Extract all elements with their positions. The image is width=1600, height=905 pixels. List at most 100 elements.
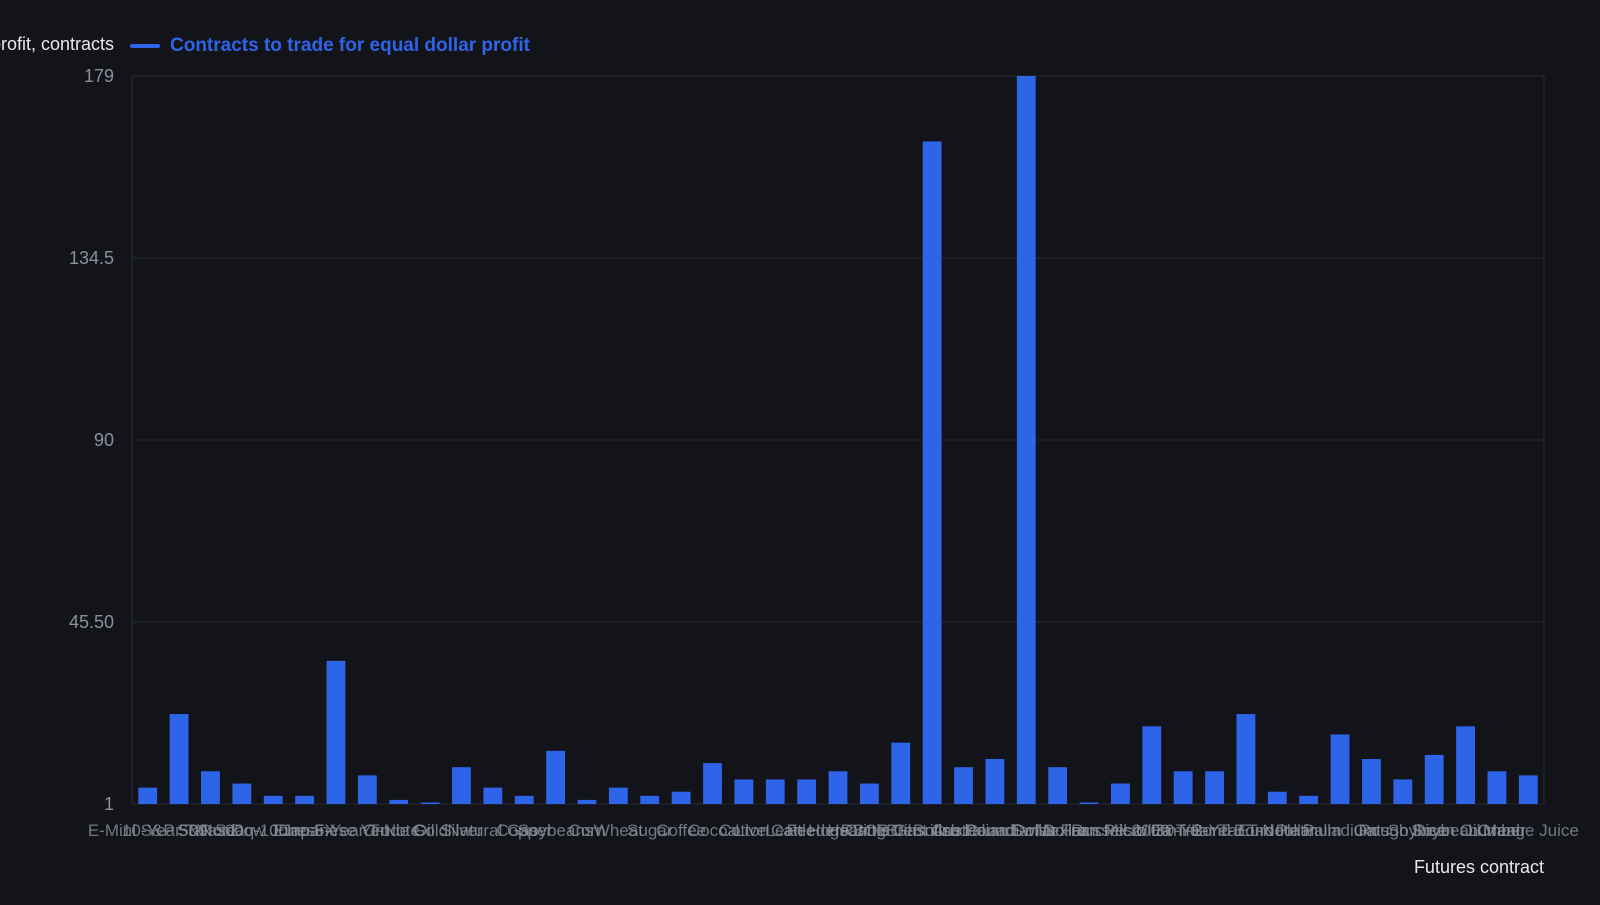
- bar[interactable]: [1110, 783, 1130, 804]
- legend-item[interactable]: Contracts to trade for equal dollar prof…: [130, 34, 530, 58]
- bar[interactable]: [138, 787, 158, 804]
- legend-swatch: [130, 44, 160, 48]
- x-tick-label: S&P 500: [177, 821, 244, 840]
- bar[interactable]: [671, 791, 691, 804]
- x-tick-label: Corn: [569, 821, 606, 840]
- bar[interactable]: [263, 795, 283, 804]
- y-axis-title: Equal dollar profit, contracts: [0, 34, 114, 54]
- y-tick-labels: 1 45.50 90 134.5 179: [69, 66, 114, 814]
- y-tick-label: 134.5: [69, 248, 114, 268]
- bar[interactable]: [1424, 754, 1444, 804]
- y-tick-label: 179: [84, 66, 114, 86]
- bar[interactable]: [1205, 771, 1224, 804]
- bar[interactable]: [514, 795, 534, 804]
- y-tick-label: 1: [104, 794, 114, 814]
- x-tick-label: Nasdaq-100: [196, 821, 289, 840]
- x-tick-label: Platinum: [1276, 821, 1342, 840]
- x-tick-label: Lumber: [1468, 821, 1526, 840]
- x-tick-label: Eurodollar: [1239, 821, 1317, 840]
- x-tick-label: Australian Dollar: [933, 821, 1058, 840]
- legend-label: Contracts to trade for equal dollar prof…: [170, 35, 530, 56]
- bar[interactable]: [1518, 775, 1538, 804]
- x-tick-label: Natural Gas: [447, 821, 538, 840]
- bar[interactable]: [577, 799, 597, 804]
- x-tick-label: Oats: [1353, 821, 1389, 840]
- bar[interactable]: [201, 771, 220, 804]
- x-tick-label: Mexican Peso: [1036, 821, 1143, 840]
- bar[interactable]: [232, 783, 252, 804]
- x-tick-label: Sugar: [627, 821, 673, 840]
- y-tick-label: 90: [94, 430, 114, 450]
- bar[interactable]: [389, 799, 409, 804]
- x-tick-label: Live Cattle: [735, 821, 815, 840]
- bar[interactable]: [1236, 714, 1256, 804]
- x-tick-label: 30-Year T-Bond: [1155, 821, 1273, 840]
- bar[interactable]: [1267, 791, 1287, 804]
- bar[interactable]: [326, 660, 346, 804]
- x-tick-label: Heating Oil: [827, 821, 911, 840]
- bar[interactable]: [1299, 795, 1319, 804]
- x-tick-label: 10-Year T-Note: [122, 821, 236, 840]
- x-tick-label: Japanese Yen: [283, 821, 390, 840]
- y-axis-title-clip: Equal dollar profit, contracts: [0, 30, 114, 58]
- x-tick-label: Swiss Franc: [1011, 821, 1104, 840]
- x-tick-label: Silver: [440, 821, 483, 840]
- x-tick-label: Wheat: [594, 821, 643, 840]
- x-tick-label: Gold: [412, 821, 448, 840]
- x-tick-label: Crude Oil: [363, 821, 435, 840]
- x-tick-label: Dow Jones: [231, 821, 315, 840]
- bar[interactable]: [295, 795, 314, 804]
- bar[interactable]: [1048, 767, 1068, 804]
- x-tick-label: Lean Hogs: [766, 821, 848, 840]
- bar[interactable]: [640, 795, 660, 804]
- x-tick-label: RBOB Gasoline: [841, 821, 961, 840]
- bar[interactable]: [922, 141, 942, 804]
- x-tick-label: E-Mini S&P 500: [88, 821, 208, 840]
- x-tick-label: 5-Year T-Note: [315, 821, 420, 840]
- bar[interactable]: [1173, 771, 1193, 804]
- bar[interactable]: [828, 771, 848, 804]
- x-tick-label: 2-Year T-Note: [1193, 821, 1298, 840]
- x-tick-label: Canadian Dollar: [965, 821, 1087, 840]
- x-tick-label: Soybean Oil: [1388, 821, 1481, 840]
- bar[interactable]: [357, 775, 377, 804]
- x-tick-label: Euro FX: [273, 821, 335, 840]
- bar[interactable]: [483, 787, 503, 804]
- y-tick-label: 45.50: [69, 612, 114, 632]
- x-tick-label: Soybeans: [518, 821, 594, 840]
- bar[interactable]: [1362, 759, 1381, 804]
- x-tick-label: Palladium: [1303, 821, 1378, 840]
- x-tick-label: Russell 2000: [1071, 821, 1169, 840]
- bar[interactable]: [1079, 802, 1099, 805]
- bar[interactable]: [1330, 734, 1350, 804]
- bars: [138, 76, 1538, 805]
- x-tick-label: Ultra T-Bond: [1136, 821, 1231, 840]
- x-tick-label: British Pound: [913, 821, 1014, 840]
- bar[interactable]: [954, 767, 973, 804]
- bar[interactable]: [1016, 76, 1036, 804]
- x-tick-label: Cocoa: [688, 821, 738, 840]
- bar[interactable]: [703, 763, 722, 804]
- x-tick-label: Micro E-mini: [1105, 821, 1199, 840]
- bar[interactable]: [420, 802, 440, 805]
- bar[interactable]: [859, 783, 879, 804]
- bar[interactable]: [452, 767, 471, 804]
- bar[interactable]: [891, 742, 911, 804]
- bar[interactable]: [169, 714, 189, 804]
- bar[interactable]: [797, 779, 817, 804]
- bar[interactable]: [608, 787, 628, 804]
- bar[interactable]: [985, 759, 1005, 804]
- bar[interactable]: [734, 779, 754, 804]
- x-tick-label: Copper: [496, 821, 552, 840]
- bar[interactable]: [765, 779, 785, 804]
- bar[interactable]: [1487, 771, 1507, 804]
- x-tick-label: Brent Crude: [886, 821, 978, 840]
- bar[interactable]: [1456, 726, 1475, 804]
- x-tick-label: Feeder Cattle: [787, 821, 890, 840]
- bar[interactable]: [1142, 726, 1162, 804]
- bar[interactable]: [546, 750, 566, 804]
- bar[interactable]: [1393, 779, 1413, 804]
